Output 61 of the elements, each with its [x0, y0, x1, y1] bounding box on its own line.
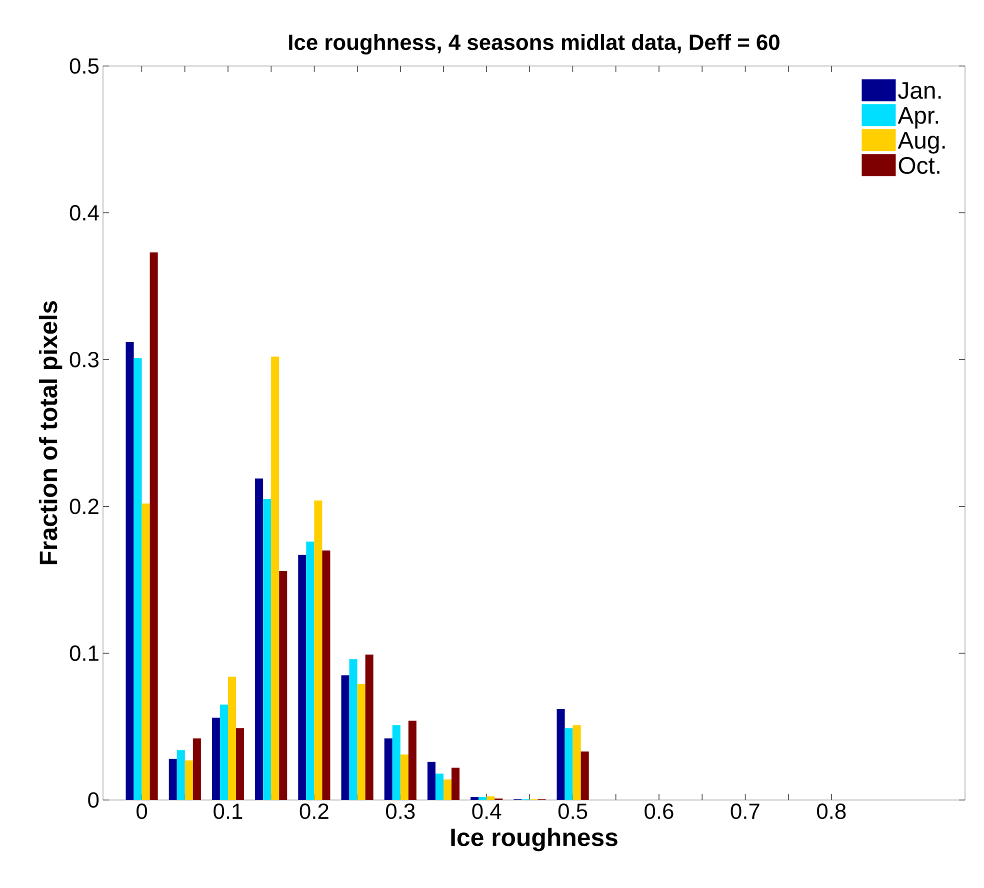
legend-label: Oct.: [898, 157, 940, 174]
x-tick-label: 0.1: [214, 804, 242, 820]
bar: [486, 796, 495, 800]
bar: [564, 728, 573, 800]
bar: [452, 768, 460, 800]
bar: [392, 725, 400, 800]
legend-label: Apr.: [898, 107, 938, 129]
bar: [298, 554, 306, 800]
y-tick-label: 0.4: [70, 205, 99, 221]
y-tick-label: 0.5: [70, 58, 99, 74]
bar: [400, 754, 408, 800]
bar: [176, 750, 185, 800]
bar: [212, 718, 220, 800]
bar: [314, 500, 322, 800]
bar: [263, 499, 272, 800]
bar: [580, 752, 589, 800]
bar: [255, 478, 264, 800]
legend-label: Aug.: [898, 132, 945, 154]
bar: [435, 774, 444, 800]
bar: [150, 252, 158, 800]
y-tick-label: 0.3: [70, 352, 99, 368]
bar: [168, 758, 177, 800]
x-tick-label: 0: [136, 804, 148, 820]
bar: [427, 762, 436, 800]
y-tick-label: 0.2: [70, 498, 98, 514]
y-tick-label: 0: [88, 792, 99, 808]
x-tick-label: 0.3: [386, 804, 415, 820]
bar: [572, 725, 581, 800]
bar: [556, 708, 565, 800]
bar: [142, 503, 150, 800]
bar: [184, 760, 193, 800]
bar: [365, 654, 374, 800]
bar: [126, 342, 134, 800]
bar: [478, 797, 487, 800]
y-tick-label: 0.1: [70, 645, 98, 661]
x-tick-label: 0.7: [730, 804, 760, 820]
bar: [341, 675, 350, 800]
bar: [279, 570, 288, 800]
bar: [470, 797, 479, 800]
bar: [192, 738, 201, 800]
chart-title: Ice roughness, 4 seasons midlat data, Deff = 60: [289, 34, 780, 54]
bar: [220, 704, 228, 800]
bar: [306, 542, 314, 800]
bar: [228, 676, 236, 800]
bar: [236, 728, 244, 800]
x-tick-label: 0.5: [558, 804, 588, 820]
bar: [134, 358, 142, 800]
x-tick-label: 0.8: [817, 804, 846, 820]
x-tick-label: 0.2: [300, 804, 328, 820]
x-axis-title: Ice roughness: [451, 828, 618, 852]
legend-label: Jan.: [898, 82, 941, 99]
y-axis-title: Fraction of total pixels: [38, 301, 62, 564]
bar: [443, 779, 452, 800]
bar: [271, 356, 280, 800]
x-tick-label: 0.6: [644, 804, 674, 820]
bar: [322, 550, 330, 800]
bar: [357, 684, 366, 800]
x-tick-label: 0.4: [472, 804, 502, 820]
bar: [408, 720, 416, 800]
bar: [384, 738, 392, 800]
bar: [349, 659, 358, 800]
